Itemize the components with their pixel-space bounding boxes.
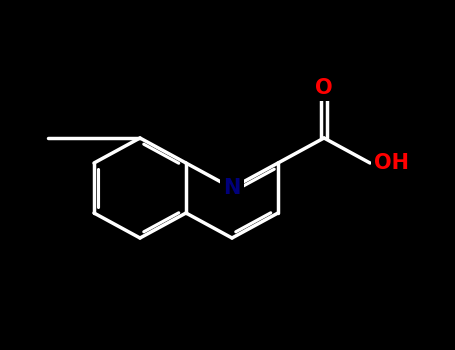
- Text: N: N: [223, 178, 241, 198]
- Text: OH: OH: [374, 153, 409, 173]
- Text: O: O: [315, 78, 333, 98]
